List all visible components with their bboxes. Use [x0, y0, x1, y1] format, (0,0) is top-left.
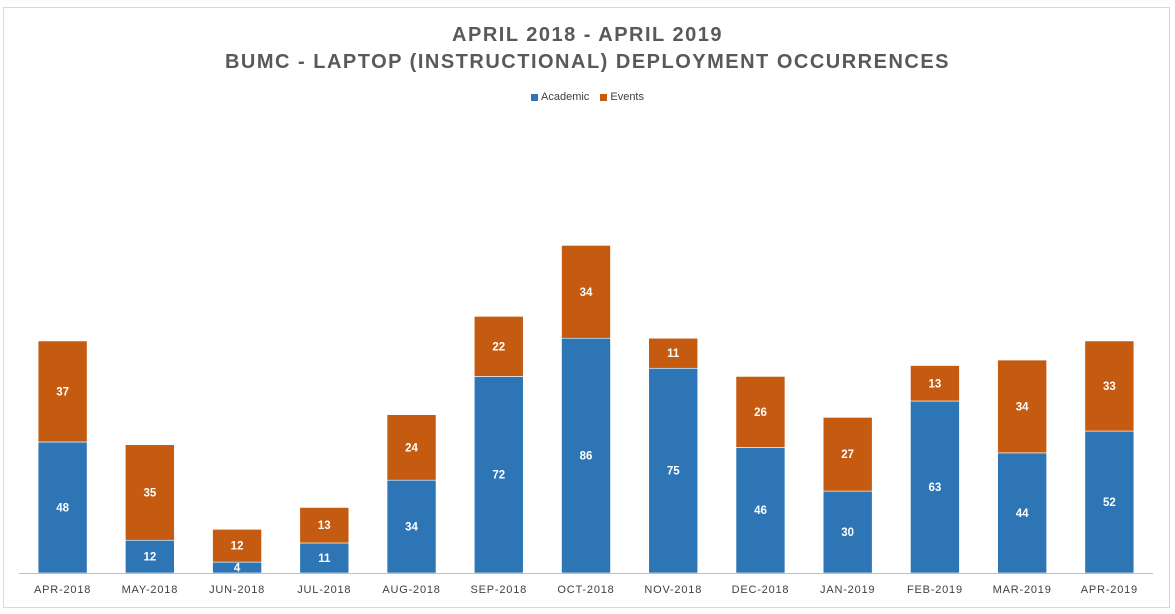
x-tick-label-dec-2018: DEC-2018	[732, 584, 790, 596]
legend-swatch-events	[600, 93, 608, 101]
bar-events-sep-2018	[473, 316, 524, 377]
bar-academic-dec-2018	[735, 447, 786, 574]
x-tick-label-oct-2018: OCT-2018	[557, 584, 614, 596]
bar-events-aug-2018	[386, 414, 437, 481]
bar-events-jul-2018	[299, 507, 350, 544]
data-label-events-oct-2018: 34	[580, 287, 593, 299]
legend-label-academic: Academic	[541, 91, 590, 103]
x-tick-label-feb-2019: FEB-2019	[907, 584, 963, 596]
legend-item-academic: Academic	[531, 91, 589, 103]
bar-events-oct-2018	[561, 245, 611, 339]
bar-academic-jan-2019	[822, 490, 873, 574]
bar-academic-apr-2018	[37, 441, 88, 574]
data-label-academic-jun-2018: 4	[234, 563, 241, 575]
data-label-academic-dec-2018: 46	[754, 505, 767, 517]
data-label-academic-mar-2019: 44	[1016, 508, 1029, 520]
chart-subtitle: BUMC - LAPTOP (INSTRUCTIONAL) DEPLOYMENT…	[224, 51, 951, 73]
data-label-events-mar-2019: 34	[1016, 401, 1029, 413]
data-label-academic-oct-2018: 86	[580, 451, 593, 463]
data-label-events-apr-2018: 37	[56, 386, 69, 398]
bar-events-apr-2019	[1084, 340, 1135, 432]
chart-title: APRIL 2018 - APRIL 2019	[452, 24, 723, 46]
bar-events-jan-2019	[822, 417, 873, 492]
data-label-events-sep-2018: 22	[492, 341, 505, 353]
data-label-events-may-2018: 35	[143, 487, 156, 499]
data-label-academic-may-2018: 12	[143, 552, 156, 564]
legend-item-events: Events	[600, 91, 644, 103]
bar-academic-aug-2018	[386, 479, 437, 574]
data-label-events-jun-2018: 12	[231, 541, 244, 553]
bar-events-may-2018	[125, 444, 175, 541]
data-label-events-jul-2018: 13	[318, 520, 331, 532]
x-tick-label-apr-2019: APR-2019	[1081, 584, 1138, 596]
legend-label-events: Events	[610, 91, 644, 103]
bar-academic-oct-2018	[561, 337, 611, 574]
bar-academic-feb-2019	[910, 400, 960, 574]
x-tick-label-aug-2018: AUG-2018	[382, 584, 440, 596]
bar-events-apr-2018	[37, 340, 88, 443]
legend: Academic Events	[0, 91, 1175, 104]
x-tick-label-may-2018: MAY-2018	[122, 584, 179, 596]
data-label-academic-apr-2018: 48	[56, 502, 69, 514]
data-label-academic-nov-2018: 75	[667, 466, 680, 478]
x-tick-label-jan-2019: JAN-2019	[820, 584, 875, 596]
bar-academic-mar-2019	[997, 452, 1047, 574]
bar-academic-nov-2018	[648, 367, 699, 574]
bar-academic-apr-2019	[1084, 430, 1135, 574]
bar-events-jun-2018	[212, 529, 262, 563]
bar-events-dec-2018	[735, 376, 786, 448]
data-label-academic-apr-2019: 52	[1103, 497, 1116, 509]
legend-swatch-academic	[531, 93, 538, 101]
x-tick-label-apr-2018: APR-2018	[34, 584, 91, 596]
data-label-academic-feb-2019: 63	[929, 482, 942, 494]
bar-events-mar-2019	[997, 359, 1047, 454]
data-label-events-apr-2019: 33	[1103, 381, 1116, 393]
data-label-academic-jan-2019: 30	[841, 527, 854, 539]
data-label-events-jan-2019: 27	[841, 449, 854, 461]
x-tick-label-nov-2018: NOV-2018	[644, 584, 702, 596]
x-tick-label-jun-2018: JUN-2018	[209, 584, 265, 596]
data-label-academic-jul-2018: 11	[318, 553, 331, 565]
data-label-events-dec-2018: 26	[754, 407, 767, 419]
data-label-events-feb-2019: 13	[929, 378, 942, 390]
x-tick-label-mar-2019: MAR-2019	[993, 584, 1052, 596]
x-tick-label-sep-2018: SEP-2018	[470, 584, 527, 596]
data-label-events-nov-2018: 11	[667, 348, 680, 360]
bar-events-feb-2019	[910, 365, 960, 402]
data-label-academic-aug-2018: 34	[405, 522, 418, 534]
data-label-academic-sep-2018: 72	[492, 470, 505, 482]
data-label-events-aug-2018: 24	[405, 442, 418, 454]
x-tick-label-jul-2018: JUL-2018	[297, 584, 351, 596]
bar-events-nov-2018	[648, 337, 699, 369]
